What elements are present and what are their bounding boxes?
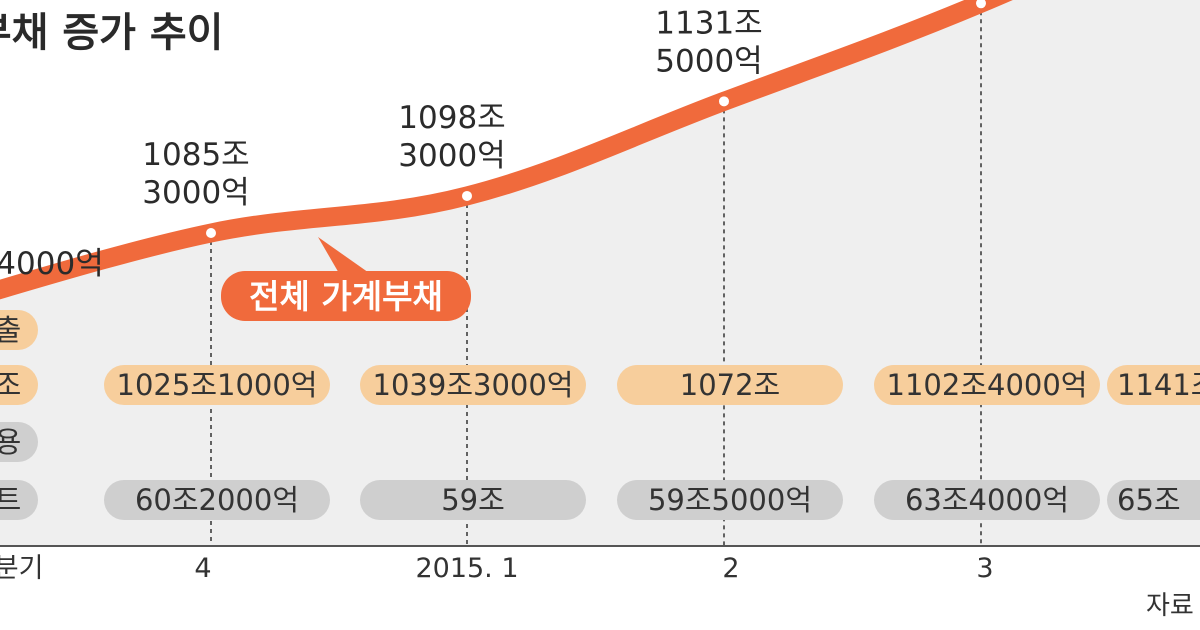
row-value-pill — [104, 365, 330, 405]
x-tick-labels: 3분기42015. 1234 — [0, 553, 994, 584]
row-value-pill — [360, 365, 586, 405]
row-label-pill — [0, 310, 38, 350]
series-line-total-household-debt — [0, 0, 1013, 300]
row-label-pill — [0, 365, 38, 405]
row-value: 59조5000억 — [648, 483, 812, 517]
x-tick-label: 2015. 1 — [415, 553, 518, 584]
row-value: 1025조1000억 — [117, 368, 318, 402]
row-value-pill — [617, 480, 843, 520]
row-value: 1072조 — [680, 368, 780, 402]
value-label: 5000억 — [655, 43, 762, 79]
callout-box — [221, 271, 471, 321]
row-value: 1102조4000억 — [887, 368, 1088, 402]
data-point — [976, 0, 986, 9]
row-value-pill — [874, 480, 1100, 520]
breakdown-rows: 출조 1025조1000억 1039조3000억 1072조 1102조4000억 114… — [0, 310, 1200, 520]
series-label-callout: 전체 가계부채 — [221, 237, 471, 321]
row-label-pill — [0, 480, 38, 520]
value-label: 1085조 — [142, 137, 249, 173]
x-tick-label: 3 — [976, 553, 993, 584]
data-points — [206, 0, 986, 238]
value-label: 1131조 — [655, 5, 762, 41]
x-tick-label: 2 — [722, 553, 739, 584]
row-label: 출 — [0, 313, 21, 347]
value-label: 3000억 — [398, 138, 505, 174]
value-label: 3000억 — [142, 175, 249, 211]
row-value: 65조 — [1117, 483, 1181, 517]
row-value-pill — [617, 365, 843, 405]
row-value: 1141조 — [1117, 368, 1200, 402]
value-label: 1098조 — [398, 100, 505, 136]
row-value-pill — [874, 365, 1100, 405]
row-label: 트 — [0, 483, 21, 517]
area-under-line — [0, 0, 1200, 546]
row-value-pill — [1107, 480, 1200, 520]
series-label: 전체 가계부채 — [249, 277, 443, 316]
row-value: 59조 — [441, 483, 505, 517]
source-label: 자료 — [1146, 591, 1194, 621]
row-value: 63조4000억 — [905, 483, 1069, 517]
x-tick-label: 3분기 — [0, 553, 43, 584]
value-label: 4000억 — [0, 246, 104, 282]
data-point — [719, 96, 729, 107]
row-value: 1039조3000억 — [373, 368, 574, 402]
data-point — [462, 190, 472, 201]
row-label: 조 — [0, 368, 21, 402]
row-value: 60조2000억 — [135, 483, 299, 517]
chart-title: 계부채 증가 추이 — [0, 10, 223, 56]
row-label: 용 — [0, 425, 21, 459]
callout-tail — [318, 237, 372, 275]
data-point — [206, 228, 216, 238]
row-label-pill — [0, 422, 38, 462]
row-value-pill — [360, 480, 586, 520]
row-value-pill — [104, 480, 330, 520]
value-labels: 4000억1085조3000억1098조3000억1131조5000억1165조… — [0, 5, 763, 282]
x-tick-label: 4 — [194, 553, 211, 584]
row-value-pill — [1107, 365, 1200, 405]
